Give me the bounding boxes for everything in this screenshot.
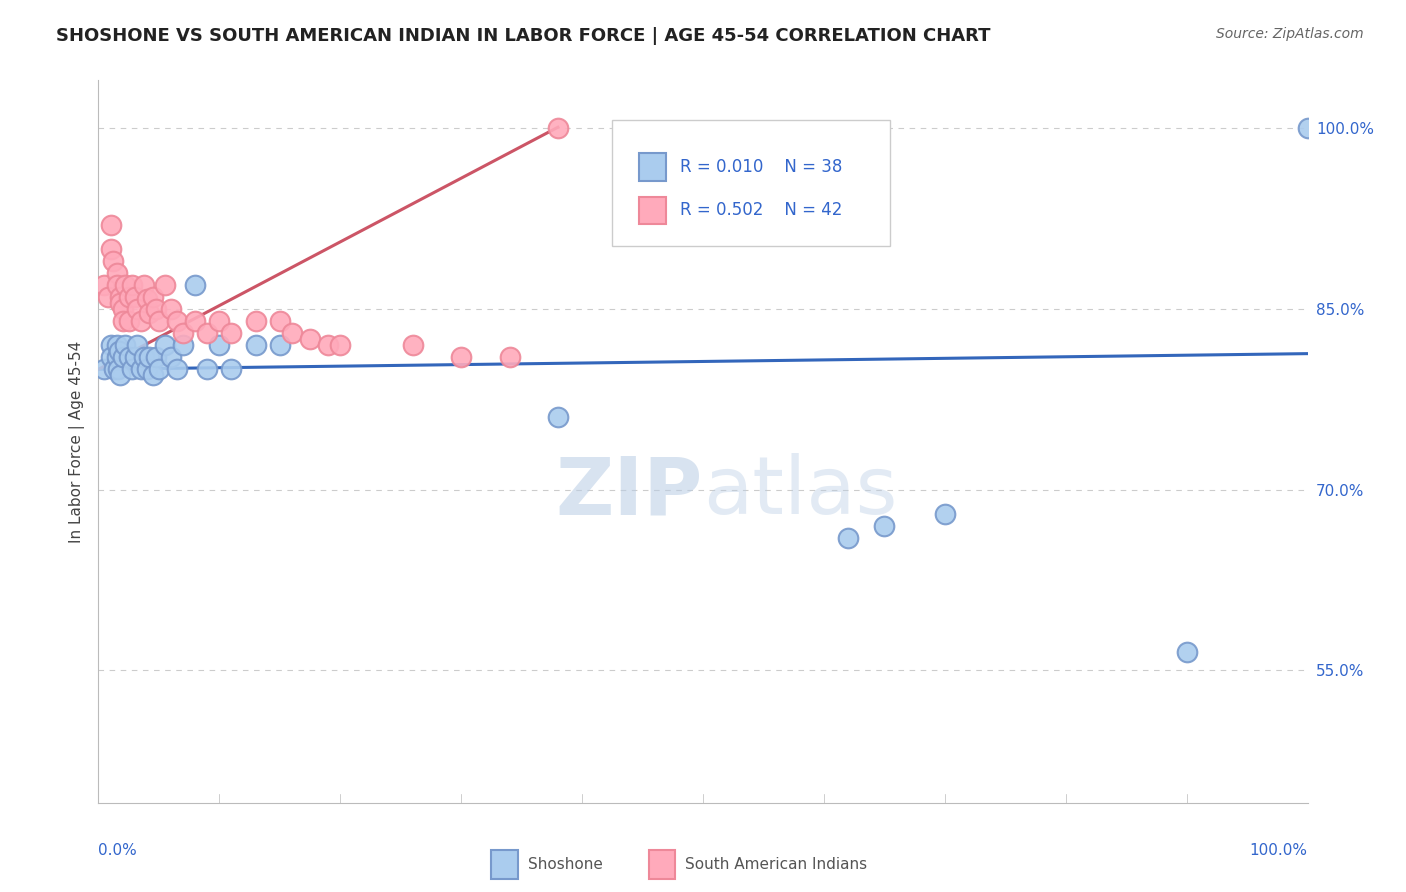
Point [195, 326, 218, 341]
Point [184, 314, 207, 328]
Point [873, 519, 896, 533]
Point [184, 278, 207, 293]
Point [134, 350, 156, 364]
Point [121, 362, 143, 376]
Point [172, 326, 194, 341]
Point [101, 254, 124, 268]
Point [93, 278, 115, 293]
Point [142, 290, 165, 304]
Point [1296, 121, 1319, 136]
Point [153, 278, 176, 293]
Point [114, 338, 136, 352]
Point [100, 338, 122, 352]
Point [160, 301, 183, 317]
Point [138, 306, 160, 320]
Point [118, 350, 141, 364]
Point [134, 278, 156, 293]
Point [105, 278, 128, 293]
Point [145, 301, 167, 317]
Point [105, 350, 128, 364]
Point [1175, 645, 1198, 659]
Point [135, 293, 157, 307]
FancyBboxPatch shape [613, 120, 890, 246]
Point [129, 314, 152, 328]
Point [245, 314, 267, 328]
Point [111, 350, 134, 364]
Point [160, 350, 183, 364]
Point [402, 338, 425, 352]
Point [329, 338, 352, 352]
Point [934, 507, 956, 521]
Point [93, 362, 115, 376]
Point [124, 350, 146, 364]
Bar [492, 850, 517, 879]
Point [221, 326, 243, 341]
Point [221, 362, 243, 376]
Point [269, 314, 291, 328]
Point [108, 296, 131, 310]
Point [316, 338, 339, 352]
Point [148, 314, 170, 328]
Point [100, 218, 122, 232]
Bar [638, 196, 665, 224]
Point [166, 314, 188, 328]
Point [129, 362, 152, 376]
Y-axis label: In Labor Force | Age 45-54: In Labor Force | Age 45-54 [69, 341, 84, 542]
Point [153, 338, 176, 352]
Point [124, 290, 146, 304]
Point [208, 338, 231, 352]
Point [547, 121, 569, 136]
Bar [648, 850, 675, 879]
Point [107, 362, 129, 376]
Point [111, 301, 134, 317]
Point [105, 338, 128, 352]
Point [97, 290, 120, 304]
Text: 100.0%: 100.0% [1250, 843, 1308, 857]
Point [172, 338, 194, 352]
Point [118, 314, 141, 328]
Point [127, 301, 149, 317]
Point [547, 410, 569, 425]
Text: South American Indians: South American Indians [685, 856, 868, 871]
Point [105, 266, 128, 280]
Text: R = 0.502    N = 42: R = 0.502 N = 42 [681, 202, 842, 219]
Text: R = 0.010    N = 38: R = 0.010 N = 38 [681, 158, 842, 176]
Point [299, 332, 322, 346]
Point [269, 338, 291, 352]
Point [135, 362, 157, 376]
Bar [638, 153, 665, 181]
Text: ZIP: ZIP [555, 453, 703, 531]
Point [148, 362, 170, 376]
Point [498, 350, 520, 364]
Point [450, 350, 472, 364]
Point [100, 350, 122, 364]
Point [114, 278, 136, 293]
Point [118, 290, 141, 304]
Point [100, 242, 122, 256]
Text: Shoshone: Shoshone [527, 856, 603, 871]
Point [111, 314, 134, 328]
Point [108, 290, 131, 304]
Point [108, 368, 131, 383]
Text: atlas: atlas [703, 453, 897, 531]
Text: Source: ZipAtlas.com: Source: ZipAtlas.com [1216, 27, 1364, 41]
Point [108, 344, 131, 359]
Point [145, 350, 167, 364]
Point [127, 338, 149, 352]
Point [166, 362, 188, 376]
Point [138, 350, 160, 364]
Point [142, 368, 165, 383]
Point [281, 326, 304, 341]
Point [121, 278, 143, 293]
Text: 0.0%: 0.0% [98, 843, 138, 857]
Text: SHOSHONE VS SOUTH AMERICAN INDIAN IN LABOR FORCE | AGE 45-54 CORRELATION CHART: SHOSHONE VS SOUTH AMERICAN INDIAN IN LAB… [56, 27, 991, 45]
Point [195, 362, 218, 376]
Point [208, 314, 231, 328]
Point [837, 531, 859, 545]
Point [103, 362, 125, 376]
Point [245, 338, 267, 352]
